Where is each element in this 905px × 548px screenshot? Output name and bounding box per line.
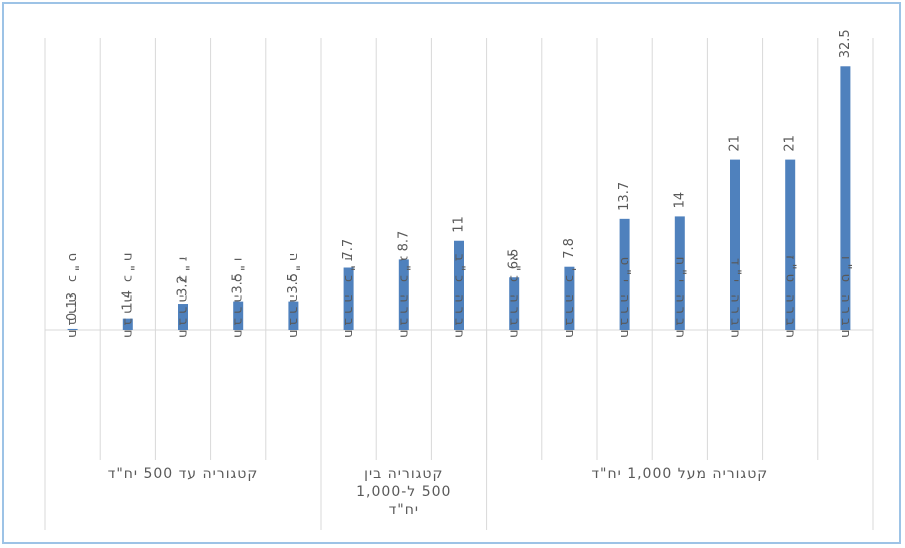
- category-label: חברה כ': [562, 268, 577, 342]
- bar: [674, 216, 685, 330]
- group-label: יח"ד: [389, 502, 419, 518]
- category-label: חברה י"ח: [672, 257, 687, 342]
- data-label: 21: [783, 135, 798, 152]
- data-label: 1.4: [120, 290, 135, 311]
- category-label: חברה כ"ה: [286, 253, 301, 342]
- data-label: 3.2: [176, 275, 191, 296]
- chart-grid: [44, 38, 874, 530]
- category-label: חברה כ"ב: [452, 254, 467, 342]
- data-label: 32.5: [838, 29, 853, 58]
- data-label: 7.8: [562, 238, 577, 259]
- data-label: 13.7: [617, 182, 632, 211]
- category-labels: חברה ט"ו חברה ט"ז חברה י"ד חברה י"ח חברה י"ט…: [65, 252, 853, 342]
- group-label: קטגוריה בין: [364, 466, 443, 482]
- bar: [178, 304, 188, 330]
- category-label: חברה ט"ז: [783, 255, 798, 342]
- category-label: חברה כ"ט: [65, 253, 80, 342]
- group-labels: קטגוריה מעל 1,000 יח"ד קטגוריה בין 500 ל-1…: [108, 466, 769, 518]
- category-label: חברה ט"ו: [838, 256, 853, 342]
- bar: [509, 277, 520, 330]
- bar: [288, 301, 299, 330]
- bar: [730, 159, 740, 330]
- bar: [785, 159, 796, 330]
- group-label: 500 ל-1,000: [356, 484, 451, 500]
- group-label: קטגוריה מעל 1,000 יח"ד: [591, 466, 768, 482]
- bar: [398, 259, 409, 330]
- bar: [619, 218, 630, 330]
- bar: [233, 301, 244, 330]
- data-label: 21: [728, 135, 743, 152]
- data-labels: 32.5 21 21 14 13.7 7.8 6.5 11 8.7 7.7 3.5 3.5 3.2 1.4…: [65, 29, 853, 321]
- category-label: חברה כ"א: [507, 252, 522, 342]
- data-label: 6.5: [507, 249, 522, 270]
- category-label: חברה כ"ד: [341, 254, 356, 342]
- category-label: חברה כ"ו: [231, 258, 246, 342]
- category-label: חברה כ"ח: [120, 253, 135, 342]
- group-label: קטגוריה עד 500 יח"ד: [108, 466, 259, 482]
- data-label: 14: [672, 192, 687, 209]
- data-label: 0.13: [65, 292, 80, 321]
- bar: [564, 266, 575, 330]
- data-label: 7.7: [341, 239, 356, 260]
- category-label: חברה י"ט: [617, 257, 632, 342]
- data-label: 3.5: [286, 273, 301, 294]
- bar: [454, 240, 464, 330]
- bar: [67, 328, 78, 330]
- bar-series: [67, 66, 851, 331]
- category-label: חברה כ"ג: [396, 256, 411, 342]
- bar: [840, 66, 851, 331]
- category-label: חברה י"ד: [728, 258, 743, 342]
- data-label: 11: [452, 216, 467, 233]
- data-label: 8.7: [396, 231, 411, 252]
- data-label: 3.5: [231, 273, 246, 294]
- bar: [122, 318, 133, 330]
- bar: [343, 267, 354, 330]
- category-label: חברה כ"ז: [176, 257, 191, 342]
